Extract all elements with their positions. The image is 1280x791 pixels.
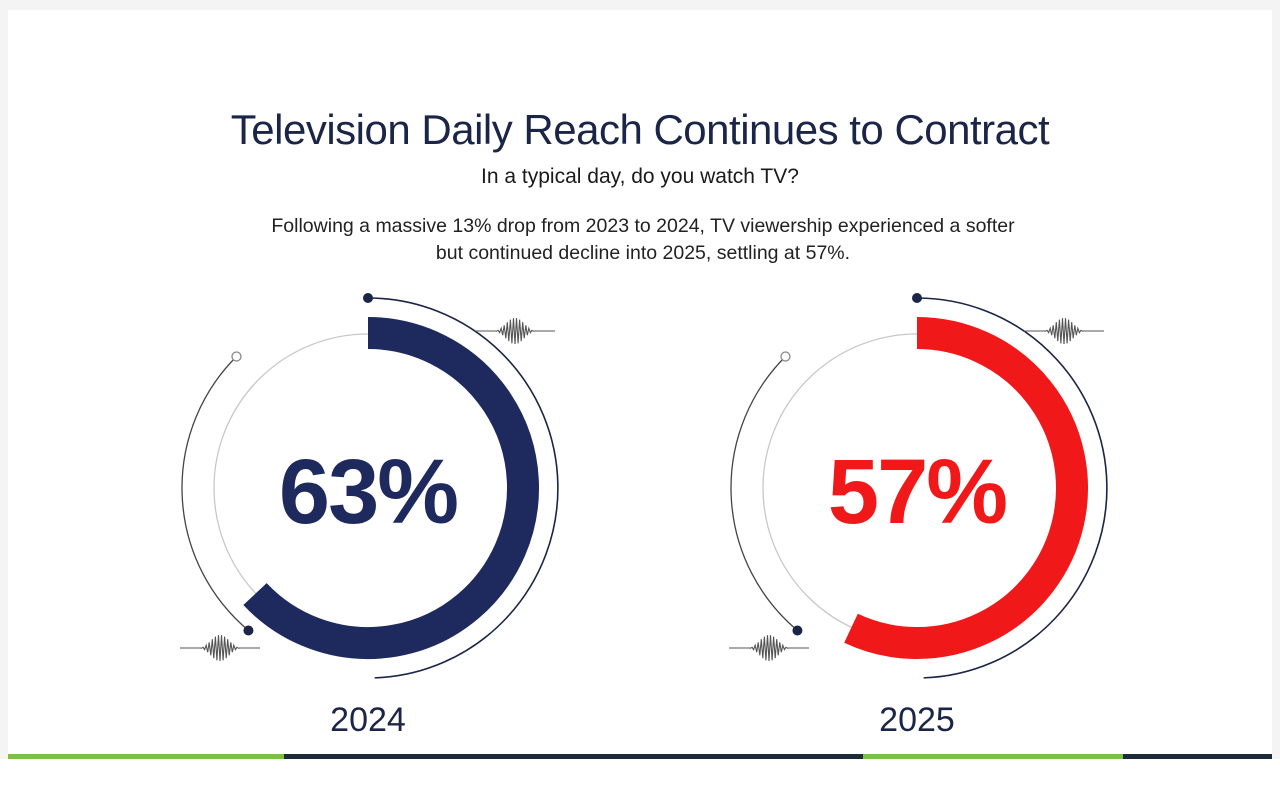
chart-subtitle: In a typical day, do you watch TV? [481, 165, 799, 188]
top-marker-dot [363, 293, 373, 303]
accent-segment [863, 754, 1123, 759]
bottom-accent-bar [8, 754, 1272, 759]
gauge-2024-label: 2024 [330, 701, 406, 739]
chart-title: Television Daily Reach Continues to Cont… [230, 106, 1050, 153]
gauge-2024-value: 63% [278, 441, 459, 543]
infographic-card [8, 10, 1272, 755]
gauge-2025-value: 57% [827, 441, 1008, 543]
outer-arc-right [367, 297, 559, 679]
gauge-2024 [180, 293, 559, 679]
chart-description: Following a massive 13% drop from 2023 t… [200, 213, 1086, 267]
description-line-1: Following a massive 13% drop from 2023 t… [271, 215, 1015, 237]
start-marker-dot [780, 351, 791, 362]
gauge-2025 [729, 293, 1108, 679]
accent-segment [8, 754, 284, 759]
outer-arc-right [916, 297, 1108, 679]
top-marker-dot [912, 293, 922, 303]
gauge-2025-label: 2025 [879, 701, 955, 739]
description-line-2: but continued decline into 2025, settlin… [435, 242, 851, 264]
waveform-icon [729, 635, 809, 662]
end-marker-dot [792, 625, 803, 636]
waveform-icon [475, 318, 555, 345]
waveform-icon [1024, 318, 1104, 345]
gauge-value-arc [844, 317, 1088, 659]
footer-strip [0, 759, 1280, 791]
outer-arc-left [730, 356, 798, 631]
end-marker-dot [243, 625, 254, 636]
waveform-icon [180, 635, 260, 662]
gauge-value-arc [243, 317, 539, 659]
start-marker-dot [231, 351, 242, 362]
outer-arc-left [181, 356, 249, 631]
